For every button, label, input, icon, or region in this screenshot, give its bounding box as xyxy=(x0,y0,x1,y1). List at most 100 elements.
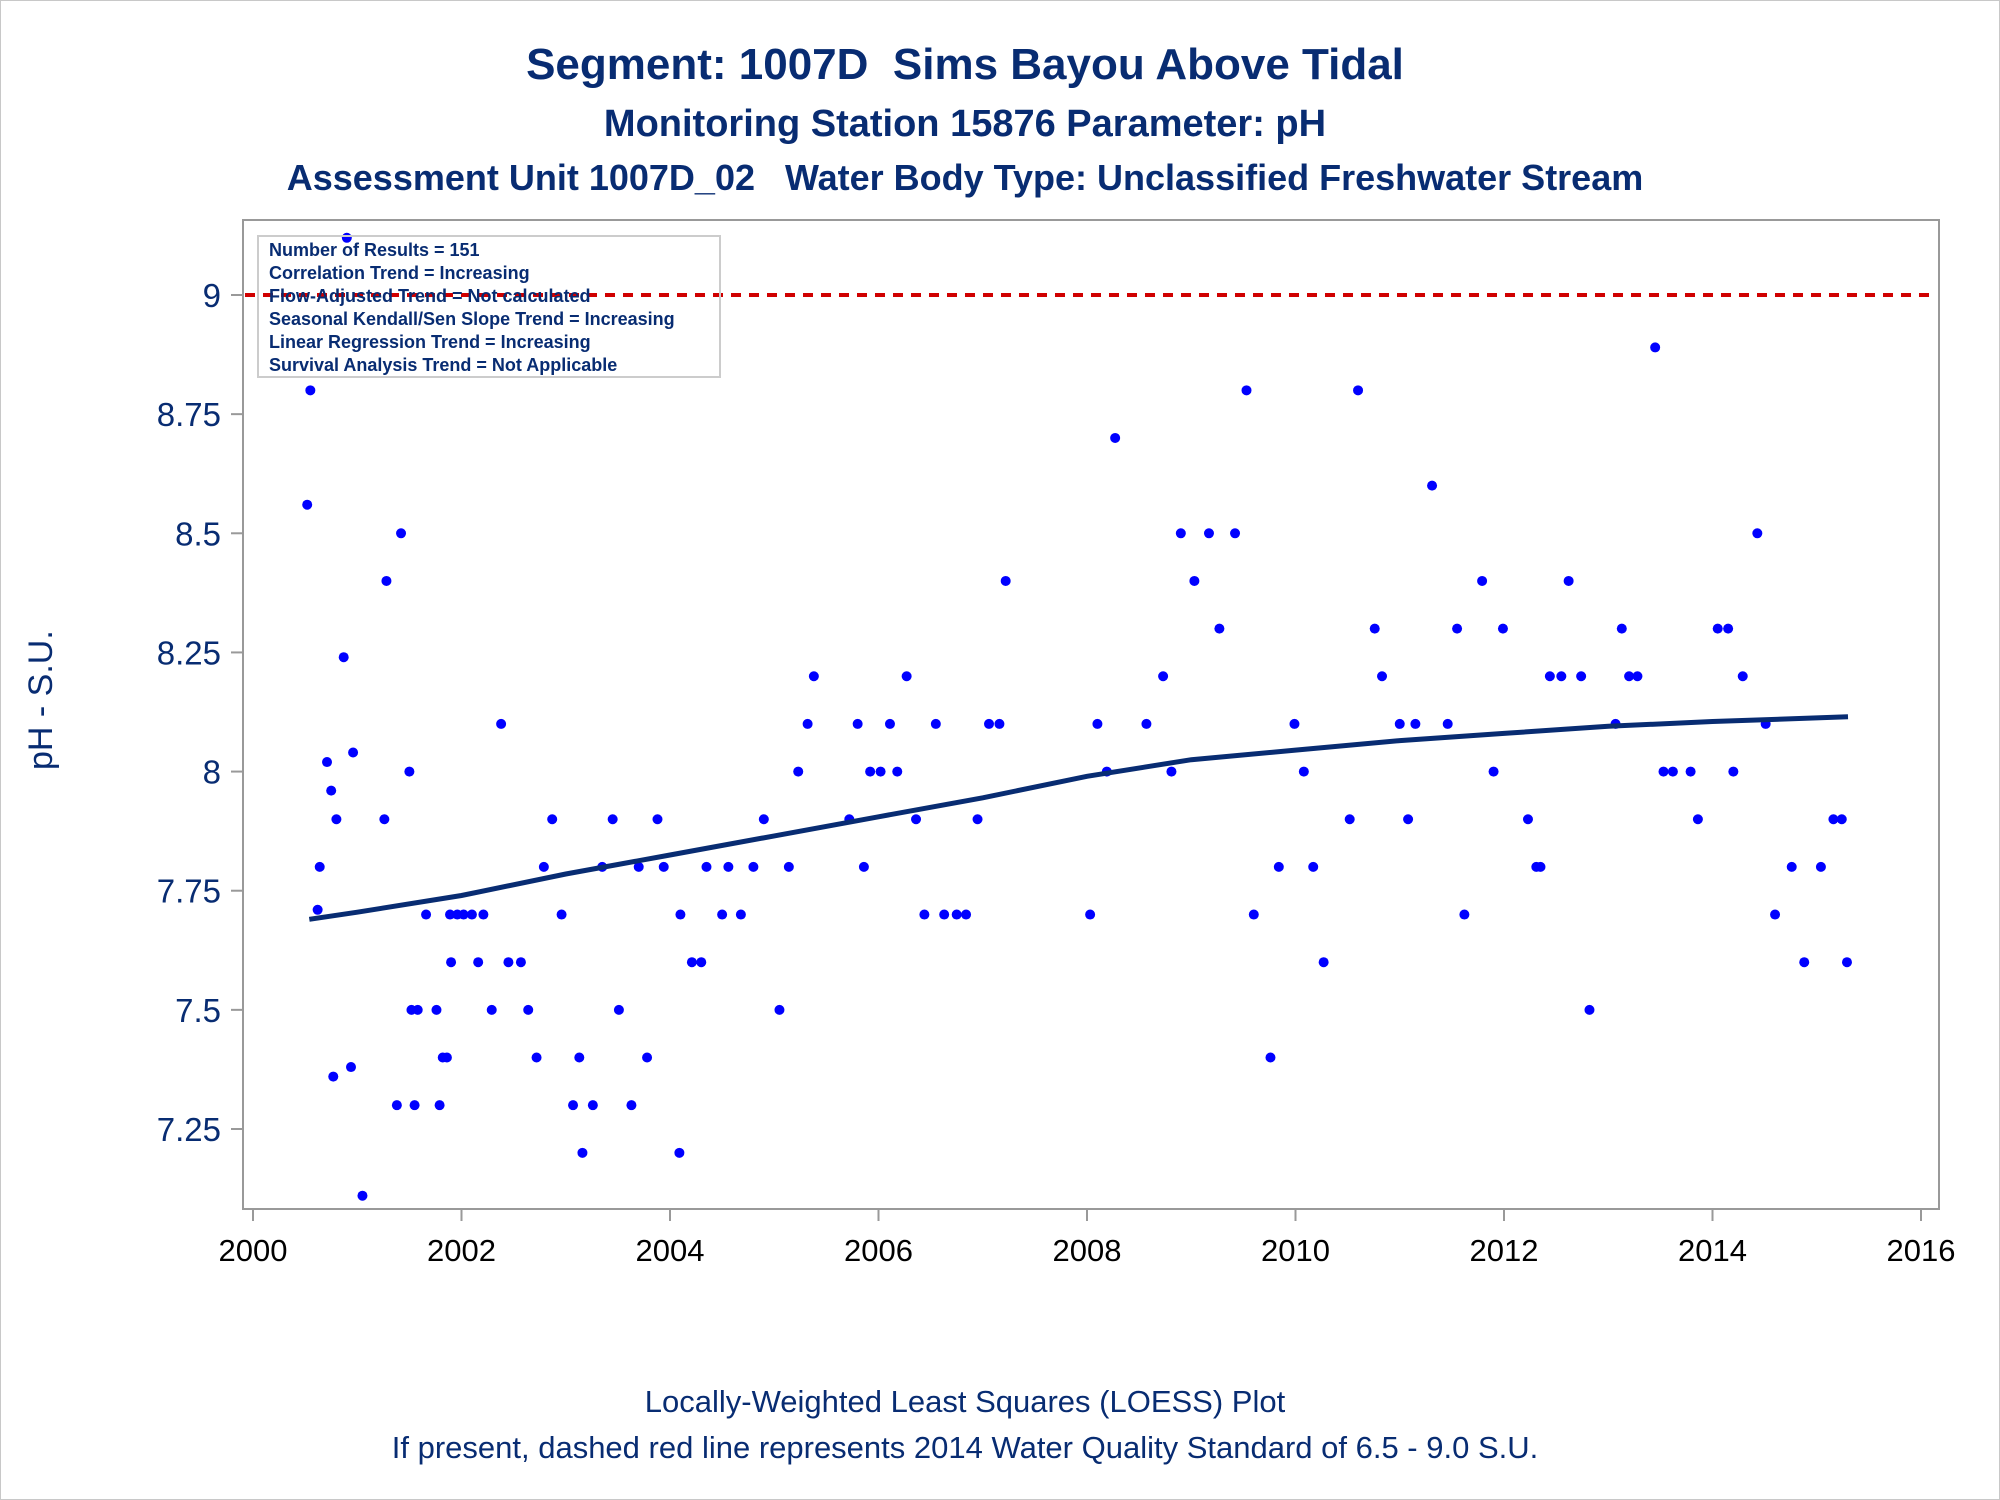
data-point xyxy=(574,1052,585,1063)
data-point xyxy=(930,718,941,729)
data-point xyxy=(486,1004,497,1015)
data-point xyxy=(1353,385,1364,396)
data-point xyxy=(852,718,863,729)
data-point xyxy=(675,909,686,920)
data-point xyxy=(911,814,922,825)
data-point xyxy=(1576,671,1587,682)
footnote-standard: If present, dashed red line represents 2… xyxy=(391,1430,1539,1465)
data-point xyxy=(302,499,313,510)
x-tick-label: 2002 xyxy=(427,1233,496,1268)
data-point xyxy=(951,909,962,920)
data-point xyxy=(1828,814,1839,825)
data-point xyxy=(381,575,392,586)
data-point xyxy=(434,1100,445,1111)
data-point xyxy=(961,909,972,920)
data-point xyxy=(441,1052,452,1063)
data-point xyxy=(357,1190,368,1201)
trend-summary-line: Seasonal Kendall/Sen Slope Trend = Incre… xyxy=(269,309,675,329)
data-point xyxy=(1786,861,1797,872)
data-point xyxy=(1166,766,1177,777)
data-point xyxy=(328,1071,339,1082)
data-point xyxy=(1658,766,1669,777)
data-point xyxy=(1265,1052,1276,1063)
data-point xyxy=(701,861,712,872)
data-point xyxy=(686,957,697,968)
data-point xyxy=(1298,766,1309,777)
data-point xyxy=(1442,718,1453,729)
data-point xyxy=(919,909,930,920)
data-point xyxy=(1728,766,1739,777)
data-point xyxy=(1650,342,1661,353)
data-point xyxy=(1723,623,1734,634)
trend-summary-line: Number of Results = 151 xyxy=(269,240,480,260)
data-point xyxy=(1394,718,1405,729)
data-point xyxy=(1273,861,1284,872)
y-tick-label: 7.75 xyxy=(157,873,221,910)
data-point xyxy=(758,814,769,825)
data-point xyxy=(466,909,477,920)
data-point xyxy=(865,766,876,777)
data-point xyxy=(717,909,728,920)
data-point xyxy=(1624,671,1635,682)
data-point xyxy=(884,718,895,729)
data-point xyxy=(652,814,663,825)
data-point xyxy=(994,718,1005,729)
data-point xyxy=(404,766,415,777)
data-point xyxy=(1085,909,1096,920)
y-tick-label: 7.25 xyxy=(157,1111,221,1148)
data-point xyxy=(473,957,484,968)
y-tick-label: 8.25 xyxy=(157,634,221,671)
data-point xyxy=(1427,480,1438,491)
plot-area xyxy=(242,219,1940,1210)
data-point xyxy=(1488,766,1499,777)
data-point xyxy=(305,385,316,396)
data-point xyxy=(496,718,507,729)
data-point xyxy=(1452,623,1463,634)
data-point xyxy=(1667,766,1678,777)
x-tick-label: 2010 xyxy=(1261,1233,1330,1268)
data-point xyxy=(503,957,514,968)
data-point xyxy=(607,814,618,825)
data-point xyxy=(858,861,869,872)
data-point xyxy=(445,909,456,920)
data-point xyxy=(1497,623,1508,634)
data-point xyxy=(642,1052,653,1063)
data-point xyxy=(314,861,325,872)
x-tick-label: 2016 xyxy=(1887,1233,1956,1268)
y-tick-label: 7.5 xyxy=(175,992,221,1029)
data-point xyxy=(391,1100,402,1111)
data-point xyxy=(723,861,734,872)
data-point xyxy=(875,766,886,777)
data-point xyxy=(458,909,469,920)
loess-trend-line xyxy=(308,714,1849,922)
data-point xyxy=(1158,671,1169,682)
x-tick-label: 2004 xyxy=(636,1233,705,1268)
data-point xyxy=(446,957,457,968)
data-point xyxy=(1318,957,1329,968)
data-point xyxy=(412,1004,423,1015)
data-point xyxy=(345,1062,356,1073)
data-point xyxy=(556,909,567,920)
data-point xyxy=(1799,957,1810,968)
chart-subtitle-2: Assessment Unit 1007D_02 Water Body Type… xyxy=(286,157,1644,198)
data-point xyxy=(1477,575,1488,586)
data-point xyxy=(1841,957,1852,968)
data-point xyxy=(783,861,794,872)
data-point xyxy=(348,747,359,758)
data-point xyxy=(1770,909,1781,920)
data-point xyxy=(1632,671,1643,682)
x-tick-label: 2000 xyxy=(219,1233,288,1268)
data-point xyxy=(1189,575,1200,586)
data-point xyxy=(1836,814,1847,825)
data-point xyxy=(431,1004,442,1015)
data-point xyxy=(577,1147,588,1158)
chart-subtitle: Monitoring Station 15876 Parameter: pH xyxy=(603,103,1327,145)
data-point xyxy=(1377,671,1388,682)
data-point xyxy=(1175,528,1186,539)
data-point xyxy=(1522,814,1533,825)
trend-summary-box xyxy=(257,235,721,378)
y-tick-label: 8 xyxy=(203,754,221,791)
chart-title: Segment: 1007D Sims Bayou Above Tidal xyxy=(526,40,1404,89)
data-point xyxy=(1410,718,1421,729)
